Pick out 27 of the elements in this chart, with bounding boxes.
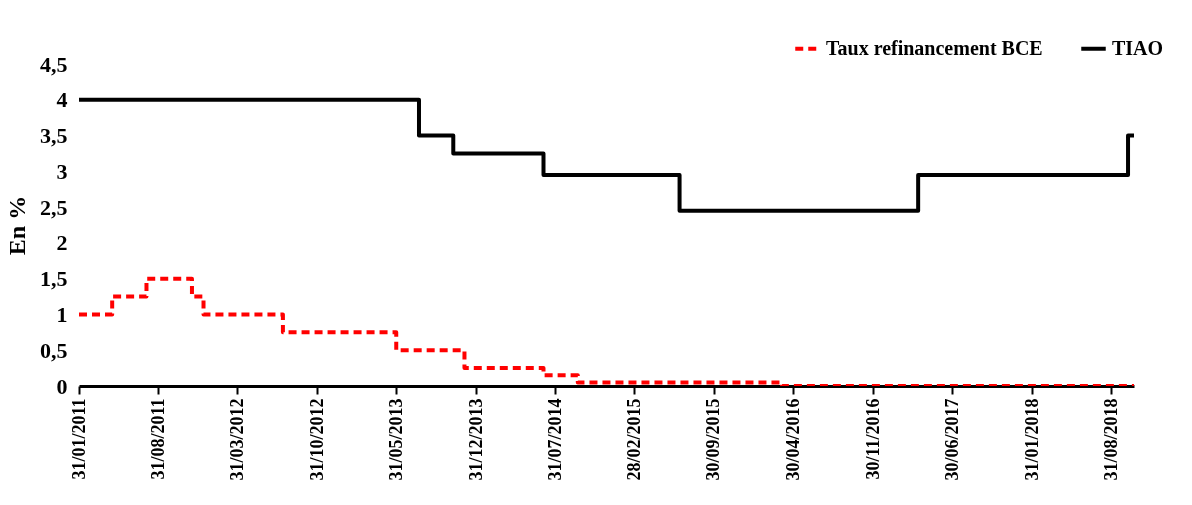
x-tick-label: 30/09/2015 <box>703 398 724 481</box>
y-tick-label: 0,5 <box>40 337 68 363</box>
y-axis-title: En % <box>4 195 30 256</box>
x-tick-label: 31/08/2011 <box>147 398 168 480</box>
y-tick-label: 3,5 <box>40 123 68 149</box>
x-tick-label: 30/06/2017 <box>941 398 962 481</box>
x-tick-label: 31/01/2018 <box>1021 398 1042 481</box>
legend-label: Taux refinancement BCE <box>826 36 1043 59</box>
x-tick-label: 31/03/2012 <box>226 398 247 481</box>
y-tick-label: 2,5 <box>40 194 68 220</box>
x-tick-label: 31/08/2018 <box>1100 398 1121 481</box>
x-tick-label: 31/12/2013 <box>465 398 486 481</box>
x-tick-label: 30/11/2016 <box>862 398 883 480</box>
y-tick-label: 2 <box>56 230 68 256</box>
y-tick-label: 0 <box>56 373 68 399</box>
x-tick-label: 28/02/2015 <box>623 398 644 481</box>
x-tick-label: 31/10/2012 <box>306 398 327 481</box>
x-tick-label: 31/01/2011 <box>68 398 89 480</box>
y-tick-label: 1,5 <box>40 266 68 292</box>
x-tick-label: 31/07/2014 <box>544 398 565 481</box>
y-tick-label: 4,5 <box>40 51 68 77</box>
x-tick-label: 31/05/2013 <box>385 398 406 481</box>
y-tick-label: 3 <box>56 158 68 184</box>
y-tick-label: 4 <box>56 87 68 113</box>
legend-label: TIAO <box>1112 36 1164 59</box>
y-tick-label: 1 <box>56 301 68 327</box>
x-tick-label: 30/04/2016 <box>782 398 803 481</box>
